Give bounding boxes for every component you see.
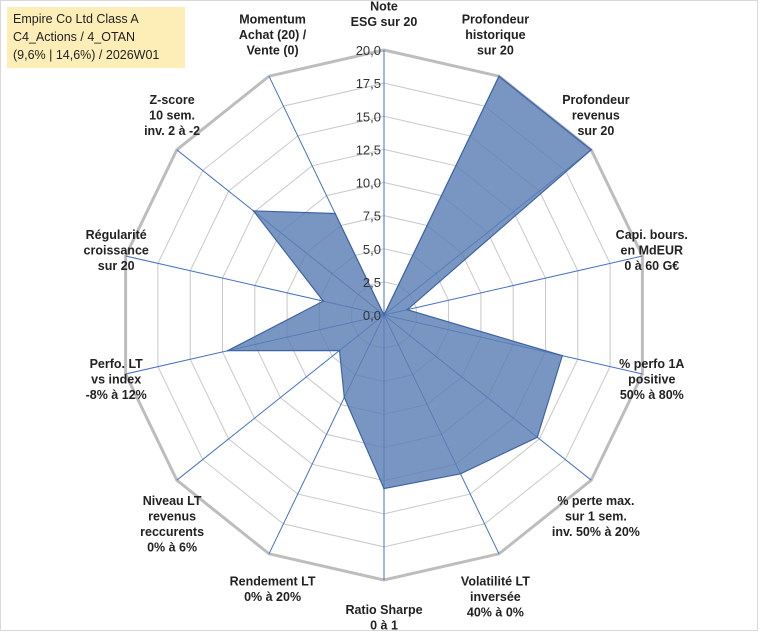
data-point-1 [498,75,500,77]
axis-label-12-line-2: inv. 2 à -2 [144,124,200,138]
data-point-0 [383,314,385,316]
axis-label-6-line-1: inversée [470,590,521,604]
chart-title-line-3: (9,6% | 14,6%) / 2026W01 [13,48,160,62]
axis-label-1-line-1: historique [465,28,525,42]
data-point-2 [590,149,592,151]
axis-label-4-line-2: 50% à 80% [620,388,684,402]
tick-label-0: 0,0 [363,308,381,323]
axis-label-2-line-0: Profondeur [562,93,629,107]
axis-label-5-line-2: inv. 50% à 20% [552,525,640,539]
axis-label-3-line-0: Capi. bours. [616,228,688,242]
chart-title-line-2: C4_Actions / 4_OTAN [13,30,136,44]
data-point-10 [226,349,229,352]
axis-label-7-line-0: Ratio Sharpe [345,603,422,617]
axis-label-10-line-2: -8% à 12% [86,388,147,402]
axis-label-7-line-1: 0 à 1 [370,619,398,633]
axis-label-11-line-1: croissance [84,244,149,258]
axis-label-11-line-0: Régularité [86,228,147,242]
data-point-9 [338,349,341,352]
axis-label-1-line-0: Profondeur [462,13,529,27]
tick-label-4: 10,0 [356,176,381,191]
chart-title-box: Empire Co Ltd Class A C4_Actions / 4_OTA… [7,7,185,68]
spoke-3 [383,255,643,316]
data-point-11 [322,300,325,302]
axis-label-13-line-0: Momentum [239,13,306,27]
tick-label-2: 5,0 [363,242,381,257]
data-point-3 [406,308,409,311]
axis-label-8-line-0: Rendement LT [230,574,316,588]
data-point-13 [334,212,336,215]
data-point-7 [383,487,385,490]
series-area-0 [227,75,593,490]
axis-label-9-line-1: revenus [148,510,196,524]
axis-label-2-line-1: revenus [572,108,620,122]
axis-label-10-line-1: vs index [91,372,141,386]
axis-label-9-line-0: Niveau LT [143,494,202,508]
axis-label-13-line-2: Vente (0) [247,44,299,58]
data-point-8 [343,396,346,399]
tick-label-8: 20,0 [356,43,381,58]
data-point-12 [252,210,255,212]
axis-label-4-line-0: % perfo 1A [619,357,684,371]
axis-label-3-line-1: en MdEUR [621,244,684,258]
axis-label-13-line-1: Achat (20) / [239,28,307,42]
axis-label-2-line-2: sur 20 [577,124,614,138]
tick-label-1: 2,5 [363,275,381,290]
axis-label-0-line-1: ESG sur 20 [351,15,418,29]
axis-label-3-line-2: 0 à 60 G€ [624,259,679,273]
axis-label-0-line-0: Note [370,0,398,14]
axis-label-12-line-1: 10 sem. [149,108,195,122]
axis-label-9-line-2: reccurents [140,525,204,539]
data-point-4 [561,354,564,357]
tick-label-3: 7,5 [363,209,381,224]
axis-label-6-line-0: Volatilité LT [461,574,530,588]
axis-label-12-line-0: Z-score [150,93,195,107]
axis-label-5-line-1: sur 1 sem. [565,510,627,524]
axis-label-5-line-0: % perte max. [557,494,634,508]
data-point-5 [536,436,539,439]
axis-label-4-line-1: positive [628,372,675,386]
tick-label-6: 15,0 [356,109,381,124]
axis-label-8-line-1: 0% à 20% [244,590,301,604]
data-point-6 [459,473,462,475]
axis-label-6-line-2: 40% à 0% [467,605,524,619]
axis-label-10-line-0: Perfo. LT [90,357,144,371]
axis-label-1-line-2: sur 20 [477,44,514,58]
chart-title-line-1: Empire Co Ltd Class A [13,12,139,26]
tick-label-7: 17,5 [356,76,381,91]
axis-label-9-line-3: 0% à 6% [147,541,197,555]
axis-label-11-line-2: sur 20 [98,259,135,273]
tick-label-5: 12,5 [356,142,381,157]
